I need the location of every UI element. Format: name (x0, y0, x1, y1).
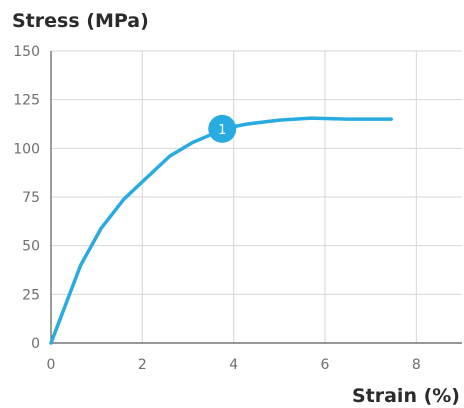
y-tick-label: 25 (22, 287, 40, 303)
x-axis-title: Strain (%) (352, 385, 460, 407)
y-tick-label: 150 (13, 44, 40, 60)
x-tick-label: 6 (321, 357, 330, 373)
y-tick-label: 0 (31, 336, 40, 352)
stress-strain-line (49, 116, 393, 345)
x-tick-label: 4 (229, 357, 238, 373)
annotation-marker (208, 114, 237, 143)
y-tick-label: 100 (13, 141, 40, 157)
annotation-marker-label: 1 (218, 123, 226, 138)
y-tick-label: 50 (22, 239, 40, 255)
grid (51, 50, 462, 343)
axes (50, 51, 462, 344)
x-tick-label: 8 (412, 357, 421, 373)
tick-labels: 0 25 50 75 100 125 150 0 2 4 6 8 (13, 44, 421, 373)
y-tick-label: 75 (22, 190, 40, 206)
y-axis-title: Stress (MPa) (12, 10, 149, 32)
x-tick-label: 0 (47, 357, 56, 373)
x-tick-label: 2 (138, 357, 147, 373)
series (49, 116, 393, 345)
y-tick-label: 125 (13, 93, 40, 109)
annotations: 1 (208, 114, 237, 143)
